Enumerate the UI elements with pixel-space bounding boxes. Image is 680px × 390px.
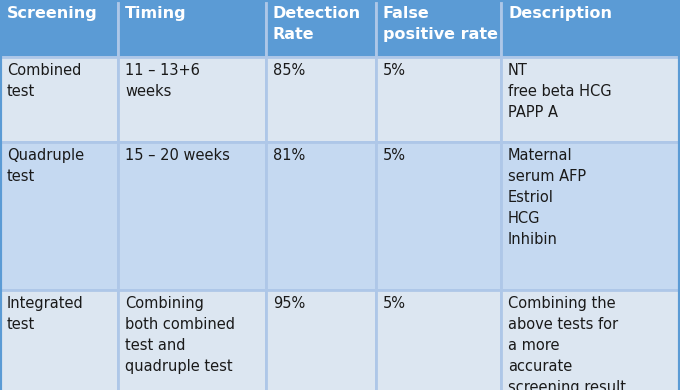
- Text: 95%: 95%: [273, 296, 305, 311]
- Text: 85%: 85%: [273, 63, 305, 78]
- Text: 11 – 13+6
weeks: 11 – 13+6 weeks: [125, 63, 200, 99]
- Text: Combining
both combined
test and
quadruple test: Combining both combined test and quadrup…: [125, 296, 235, 374]
- Bar: [0, 0, 118, 57]
- Text: 5%: 5%: [383, 148, 406, 163]
- Text: 5%: 5%: [383, 296, 406, 311]
- Text: Timing: Timing: [125, 6, 186, 21]
- Bar: [0, 142, 118, 290]
- Bar: [118, 290, 266, 390]
- Text: 15 – 20 weeks: 15 – 20 weeks: [125, 148, 230, 163]
- Bar: [501, 0, 680, 57]
- Bar: [266, 0, 376, 57]
- Text: Screening: Screening: [7, 6, 98, 21]
- Bar: [0, 290, 118, 390]
- Bar: [266, 290, 376, 390]
- Text: 81%: 81%: [273, 148, 305, 163]
- Text: Combining the
above tests for
a more
accurate
screening result: Combining the above tests for a more acc…: [508, 296, 626, 390]
- Bar: [501, 290, 680, 390]
- Text: 5%: 5%: [383, 63, 406, 78]
- Text: Description: Description: [508, 6, 612, 21]
- Bar: [118, 0, 266, 57]
- Bar: [376, 57, 501, 142]
- Bar: [376, 0, 501, 57]
- Bar: [0, 57, 118, 142]
- Text: False
positive rate: False positive rate: [383, 6, 498, 42]
- Bar: [118, 142, 266, 290]
- Text: Maternal
serum AFP
Estriol
HCG
Inhibin: Maternal serum AFP Estriol HCG Inhibin: [508, 148, 586, 247]
- Bar: [501, 142, 680, 290]
- Text: Integrated
test: Integrated test: [7, 296, 84, 332]
- Text: Detection
Rate: Detection Rate: [273, 6, 361, 42]
- Bar: [118, 57, 266, 142]
- Bar: [266, 142, 376, 290]
- Bar: [376, 142, 501, 290]
- Text: Quadruple
test: Quadruple test: [7, 148, 84, 184]
- Bar: [376, 290, 501, 390]
- Bar: [266, 57, 376, 142]
- Text: Combined
test: Combined test: [7, 63, 82, 99]
- Bar: [501, 57, 680, 142]
- Text: NT
free beta HCG
PAPP A: NT free beta HCG PAPP A: [508, 63, 611, 120]
